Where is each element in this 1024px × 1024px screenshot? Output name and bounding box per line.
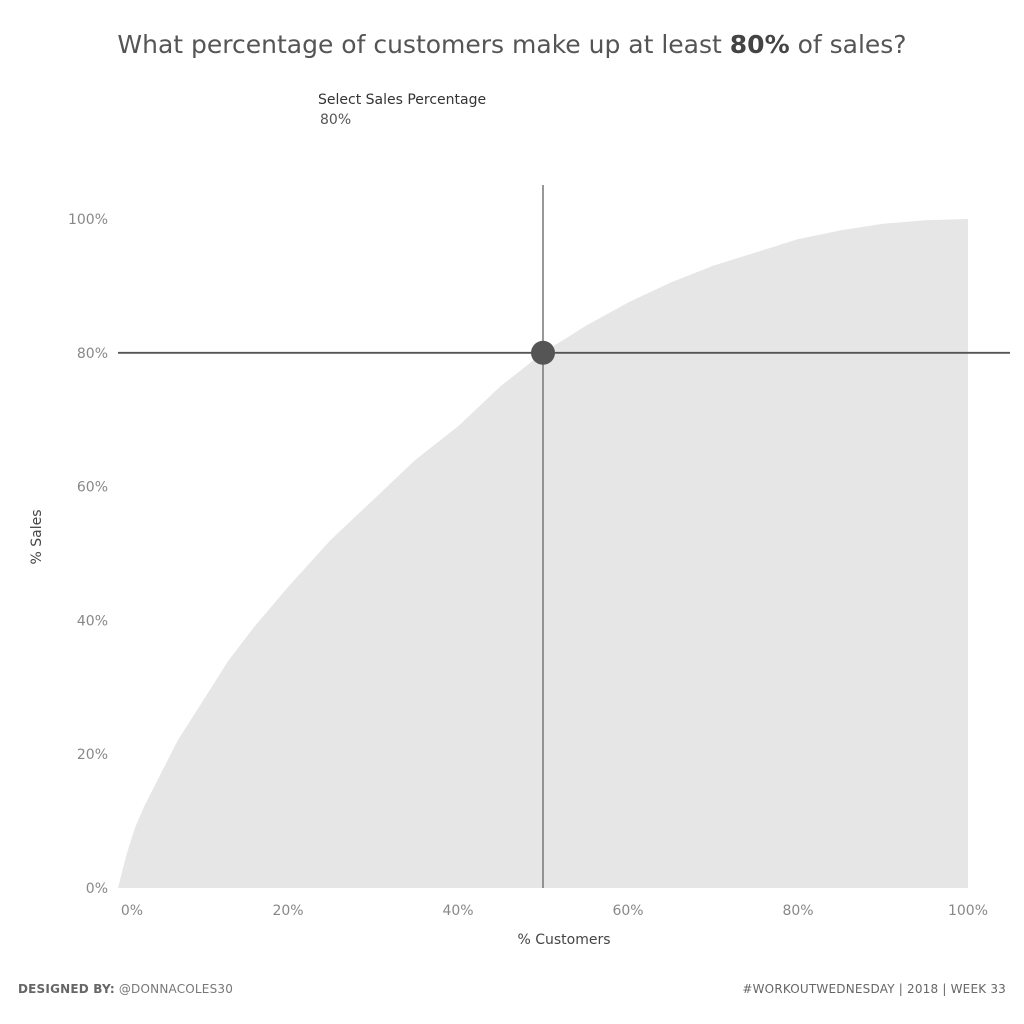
y-tick-label: 20% bbox=[77, 747, 108, 763]
sales-percentage-parameter[interactable]: Select Sales Percentage 80% bbox=[318, 92, 486, 128]
y-tick-label: 0% bbox=[86, 881, 108, 897]
pareto-chart: 0% 20% 40% 60% 80% 100% 0% 20% 40% 60% 80% 100% % … bbox=[29, 185, 1010, 948]
chart-title: What percentage of customers make up at … bbox=[0, 30, 1024, 59]
designer-handle[interactable]: @DONNACOLES30 bbox=[118, 982, 234, 996]
y-axis-title: % Sales bbox=[29, 509, 45, 564]
title-text-end: of sales? bbox=[789, 30, 907, 59]
designed-by-label: DESIGNED BY: bbox=[18, 982, 115, 996]
x-tick-label: 60% bbox=[612, 903, 643, 919]
x-axis-title: % Customers bbox=[517, 932, 610, 948]
x-tick-label: 80% bbox=[782, 903, 813, 919]
x-axis-ticks: 0% 20% 40% 60% 80% 100% bbox=[121, 903, 988, 919]
title-text: What percentage of customers make up at … bbox=[117, 30, 730, 59]
y-tick-label: 80% bbox=[77, 346, 108, 362]
x-tick-label: 40% bbox=[442, 903, 473, 919]
y-tick-label: 40% bbox=[77, 613, 108, 629]
y-axis-ticks: 0% 20% 40% 60% 80% 100% bbox=[68, 212, 108, 897]
parameter-value[interactable]: 80% bbox=[320, 112, 352, 128]
y-tick-label: 60% bbox=[77, 480, 108, 496]
x-tick-label: 20% bbox=[272, 903, 303, 919]
x-tick-label: 0% bbox=[121, 903, 143, 919]
parameter-label: Select Sales Percentage bbox=[318, 92, 487, 108]
workout-wednesday-tag: #WORKOUTWEDNESDAY | 2018 | WEEK 33 bbox=[742, 982, 1006, 996]
y-tick-label: 100% bbox=[68, 212, 108, 228]
designer-credit: DESIGNED BY: @DONNACOLES30 bbox=[18, 982, 233, 996]
selected-point-marker[interactable] bbox=[531, 340, 555, 365]
title-highlight: 80% bbox=[729, 30, 790, 59]
x-tick-label: 100% bbox=[948, 903, 988, 919]
